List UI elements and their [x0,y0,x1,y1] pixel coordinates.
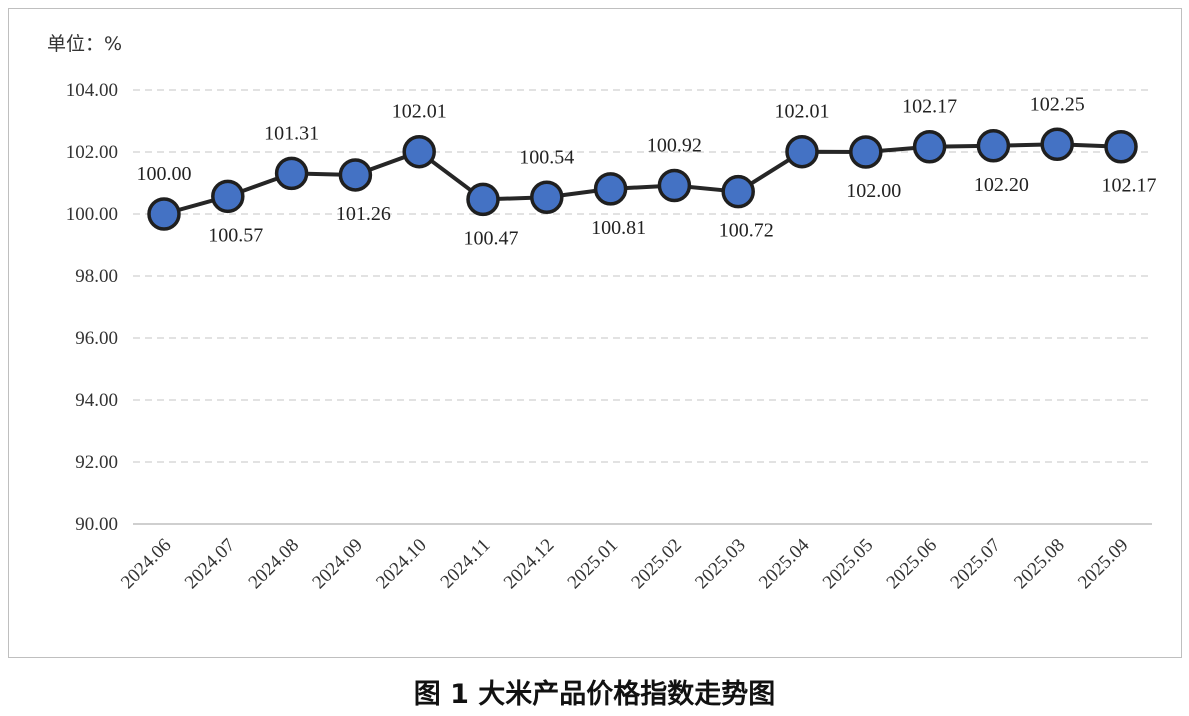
data-label: 102.25 [1030,93,1085,115]
data-point [657,168,692,203]
data-label: 102.17 [902,96,957,118]
data-label: 102.17 [1102,175,1157,197]
y-tick-label: 90.00 [75,514,118,535]
data-point [147,197,181,231]
x-tick-label: 2024.11 [437,535,495,593]
x-tick-label: 2024.09 [308,535,367,594]
data-label: 101.26 [336,203,391,225]
data-label: 100.72 [719,220,774,242]
x-tick-label: 2025.09 [1074,535,1133,594]
data-label: 102.20 [974,174,1029,196]
data-label: 100.92 [647,134,702,156]
chart-frame [8,8,1182,658]
x-tick-label: 2025.05 [819,535,878,594]
y-tick-label: 92.00 [75,452,118,473]
data-point [274,156,309,191]
data-point [1104,129,1138,164]
x-tick-label: 2025.04 [755,534,814,593]
data-point [402,134,436,169]
data-point [785,134,819,169]
price-index-line-chart: 90.00 92.00 94.00 96.00 98.00 100.00 102.00 104… [66,80,1157,593]
data-point [466,182,500,217]
data-label: 102.01 [392,101,447,123]
data-label: 102.00 [846,180,901,202]
y-tick-label: 100.00 [66,204,118,225]
y-tick-label: 96.00 [75,328,118,349]
x-axis-ticks: 2024.06 2024.07 2024.08 2024.09 2024.10 2024.… [117,534,1133,593]
unit-label: 单位：% [47,33,123,55]
x-tick-label: 2025.02 [627,535,686,594]
data-label: 100.54 [519,146,574,168]
data-label: 100.00 [137,163,192,185]
data-point [976,129,1011,163]
data-point [211,179,245,214]
data-point [849,135,883,169]
data-point [721,174,755,209]
y-axis-ticks: 90.00 92.00 94.00 96.00 98.00 100.00 102.00 104… [66,80,118,535]
x-tick-label: 2025.06 [883,535,942,594]
series-line [163,142,1122,216]
data-point [912,129,947,164]
x-tick-label: 2025.08 [1010,535,1069,594]
y-tick-label: 104.00 [66,80,118,101]
gridlines [133,89,1152,463]
series [163,142,1122,216]
markers [147,127,1138,231]
x-tick-label: 2025.07 [946,535,1005,594]
x-tick-label: 2024.08 [245,535,304,594]
data-point [1040,127,1074,161]
data-labels: 100.00 100.57 101.31 101.26 102.01 100.47 100.… [137,93,1157,249]
data-point [593,172,628,206]
data-point [530,180,564,215]
data-label: 100.57 [208,224,263,246]
y-tick-label: 98.00 [75,266,118,287]
y-tick-label: 94.00 [75,390,118,411]
x-tick-label: 2024.10 [372,535,431,594]
data-label: 101.31 [264,122,319,144]
data-point [338,158,373,192]
x-tick-label: 2025.01 [564,535,623,594]
x-tick-label: 2024.07 [181,535,240,594]
x-tick-label: 2024.12 [500,535,559,594]
figure-caption: 图 1 大米产品价格指数走势图 [413,679,776,710]
data-label: 100.47 [464,227,519,249]
data-label: 100.81 [591,217,646,239]
data-label: 102.01 [775,101,830,123]
x-tick-label: 2024.06 [117,535,176,594]
y-tick-label: 102.00 [66,142,118,163]
x-tick-label: 2025.03 [691,535,750,594]
